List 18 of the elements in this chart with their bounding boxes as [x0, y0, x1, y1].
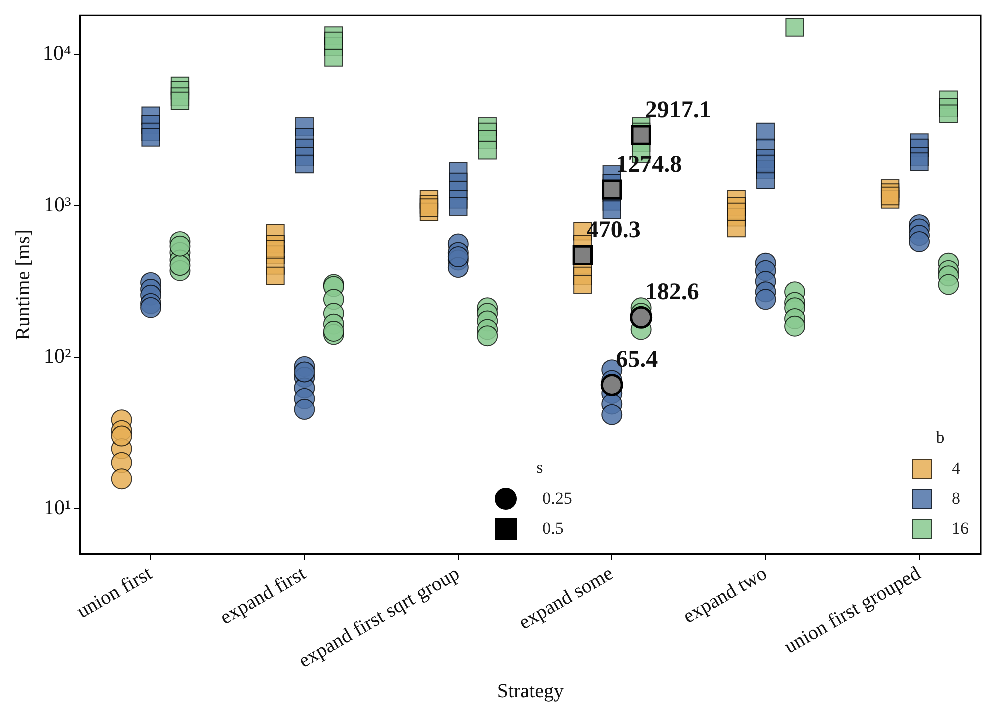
data-label: 182.6	[645, 280, 700, 306]
annotation: 0.5	[542, 519, 564, 540]
y-axis-title: Runtime [ms]	[12, 230, 34, 340]
y-tick-label: 10¹	[44, 495, 72, 520]
data-label: 1274.8	[616, 152, 682, 178]
y-tick-label: 10³	[44, 192, 72, 216]
data-label: 65.4	[616, 347, 658, 374]
x-tick-label: union first	[73, 562, 157, 624]
data-label: 2917.1	[645, 97, 712, 124]
legend-label: 4	[952, 459, 960, 480]
legend-title: b	[935, 428, 946, 448]
x-axis-title: Strategy	[497, 680, 564, 702]
legend-label: 8	[952, 489, 960, 510]
y-tick-label: 10⁴	[42, 40, 72, 65]
annotation: s	[536, 458, 544, 478]
y-tick-label: 10²	[44, 344, 72, 368]
legend-label: 16	[952, 519, 969, 540]
annotation: 0.25	[542, 489, 572, 510]
